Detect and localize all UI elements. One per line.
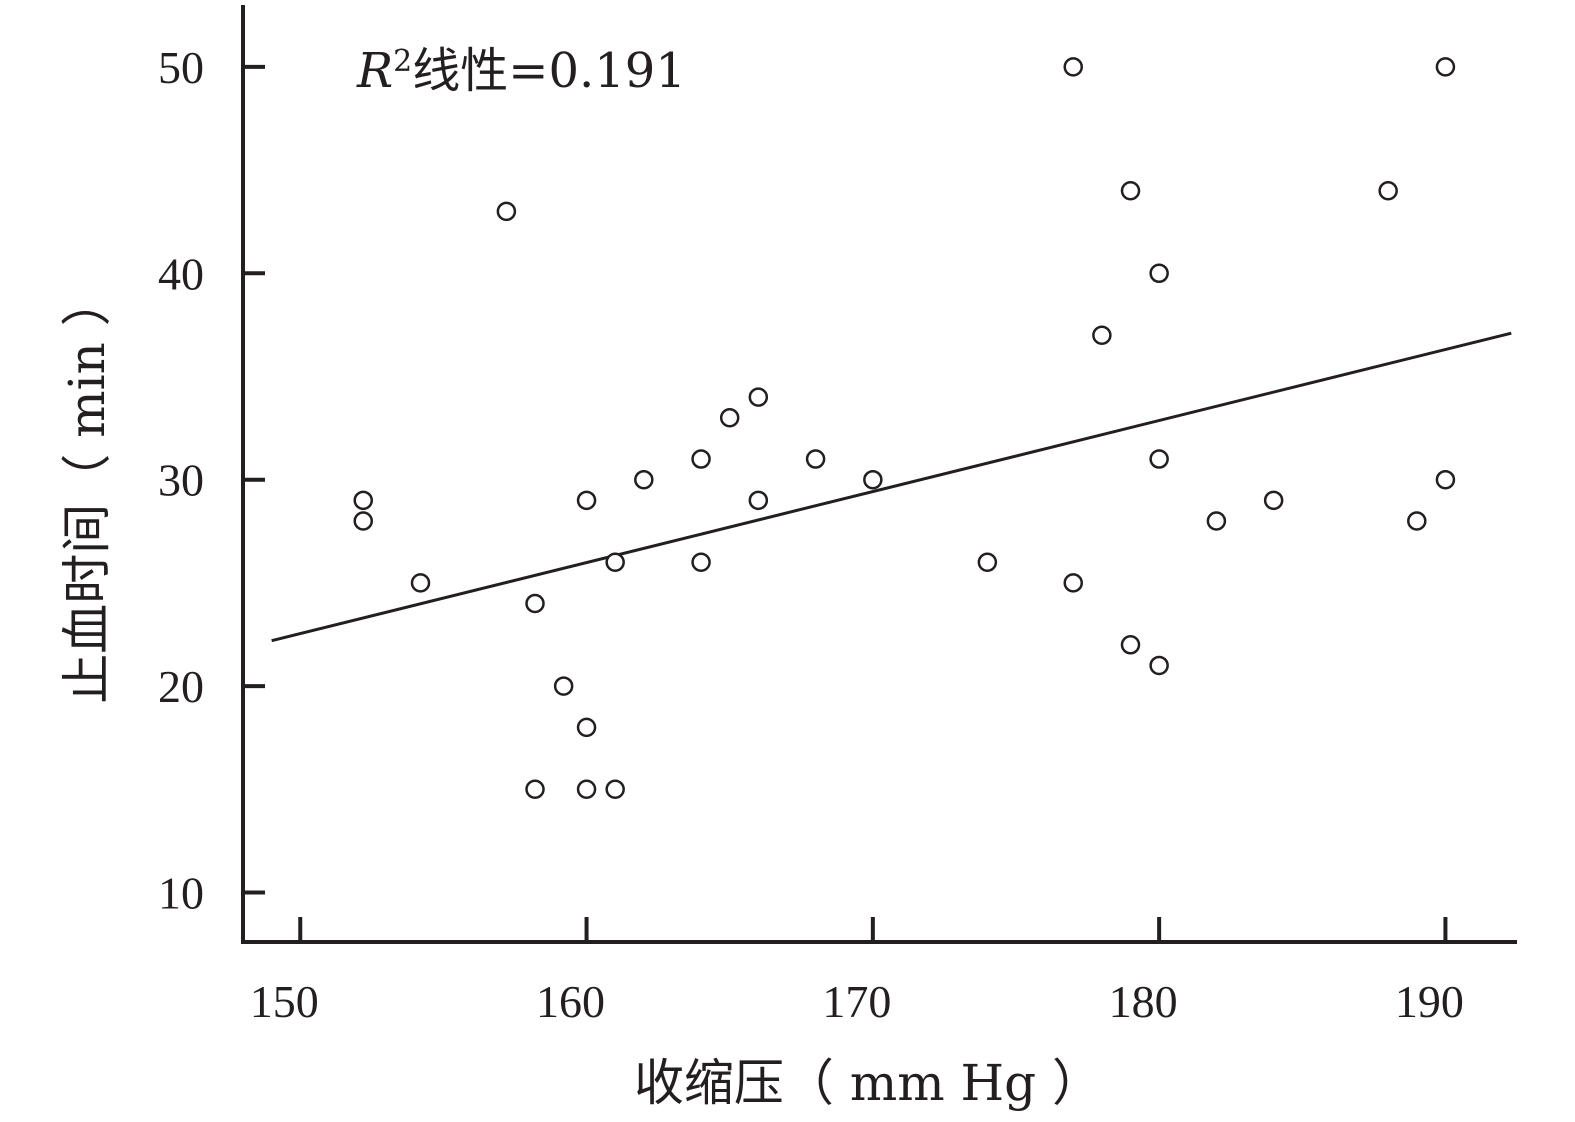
data-point — [576, 717, 597, 738]
data-point — [553, 676, 574, 696]
x-tick-label: 160 — [536, 976, 605, 1027]
data-point — [576, 779, 597, 800]
data-point — [1263, 490, 1284, 511]
data-point — [1092, 325, 1112, 345]
y-tick-label: 10 — [158, 867, 204, 918]
data-point — [525, 779, 545, 800]
data-point — [410, 573, 431, 593]
data-point — [605, 779, 625, 800]
y-tick-label: 40 — [158, 248, 204, 299]
data-point — [719, 408, 740, 428]
y-tick-label: 50 — [158, 42, 204, 93]
data-point — [605, 552, 625, 572]
x-tick-label: 150 — [250, 976, 319, 1027]
x-tick-label: 180 — [1109, 976, 1178, 1027]
data-point — [1149, 263, 1169, 284]
data-point — [863, 469, 883, 490]
x-tick-label: 190 — [1395, 976, 1464, 1027]
data-point — [634, 469, 654, 490]
r-squared-annotation: R2线性=0.191 — [356, 43, 686, 99]
data-point — [496, 201, 517, 222]
data-point — [691, 552, 711, 572]
r-symbol: R — [356, 43, 393, 99]
data-point — [748, 387, 769, 407]
x-tick-label: 170 — [822, 976, 891, 1027]
data-point — [1378, 180, 1398, 201]
data-point — [691, 449, 711, 469]
data-points — [353, 57, 1456, 800]
data-point — [1206, 511, 1227, 531]
data-point — [748, 490, 769, 511]
data-point — [576, 490, 597, 511]
x-axis-title: 收缩压（ mm Hg ） — [634, 1054, 1102, 1112]
data-point — [1063, 57, 1083, 77]
r-superscript: 2 — [393, 44, 412, 79]
y-axis-title: 止血时间（ min ） — [58, 276, 116, 703]
regression-line — [271, 331, 1512, 643]
r-squared-text: 线性=0.191 — [412, 43, 686, 99]
y-tick-label: 30 — [158, 455, 204, 506]
data-point — [1435, 469, 1456, 490]
data-point — [353, 511, 373, 531]
data-point — [977, 552, 998, 572]
data-point — [1120, 635, 1141, 655]
data-point — [1120, 180, 1141, 201]
x-ticks: 150 160 170 180 190 — [250, 917, 1464, 1027]
regression-line-group — [271, 331, 1512, 643]
data-point — [525, 593, 545, 614]
data-point — [1063, 573, 1083, 593]
data-point — [1149, 449, 1169, 469]
y-tick-label: 20 — [158, 661, 204, 712]
data-point — [1435, 57, 1456, 77]
data-point — [1407, 511, 1427, 531]
data-point — [805, 449, 826, 469]
axes — [241, 5, 1517, 944]
data-point — [1149, 655, 1169, 676]
data-point — [353, 490, 373, 511]
y-ticks: 10 20 30 40 50 — [158, 42, 265, 918]
